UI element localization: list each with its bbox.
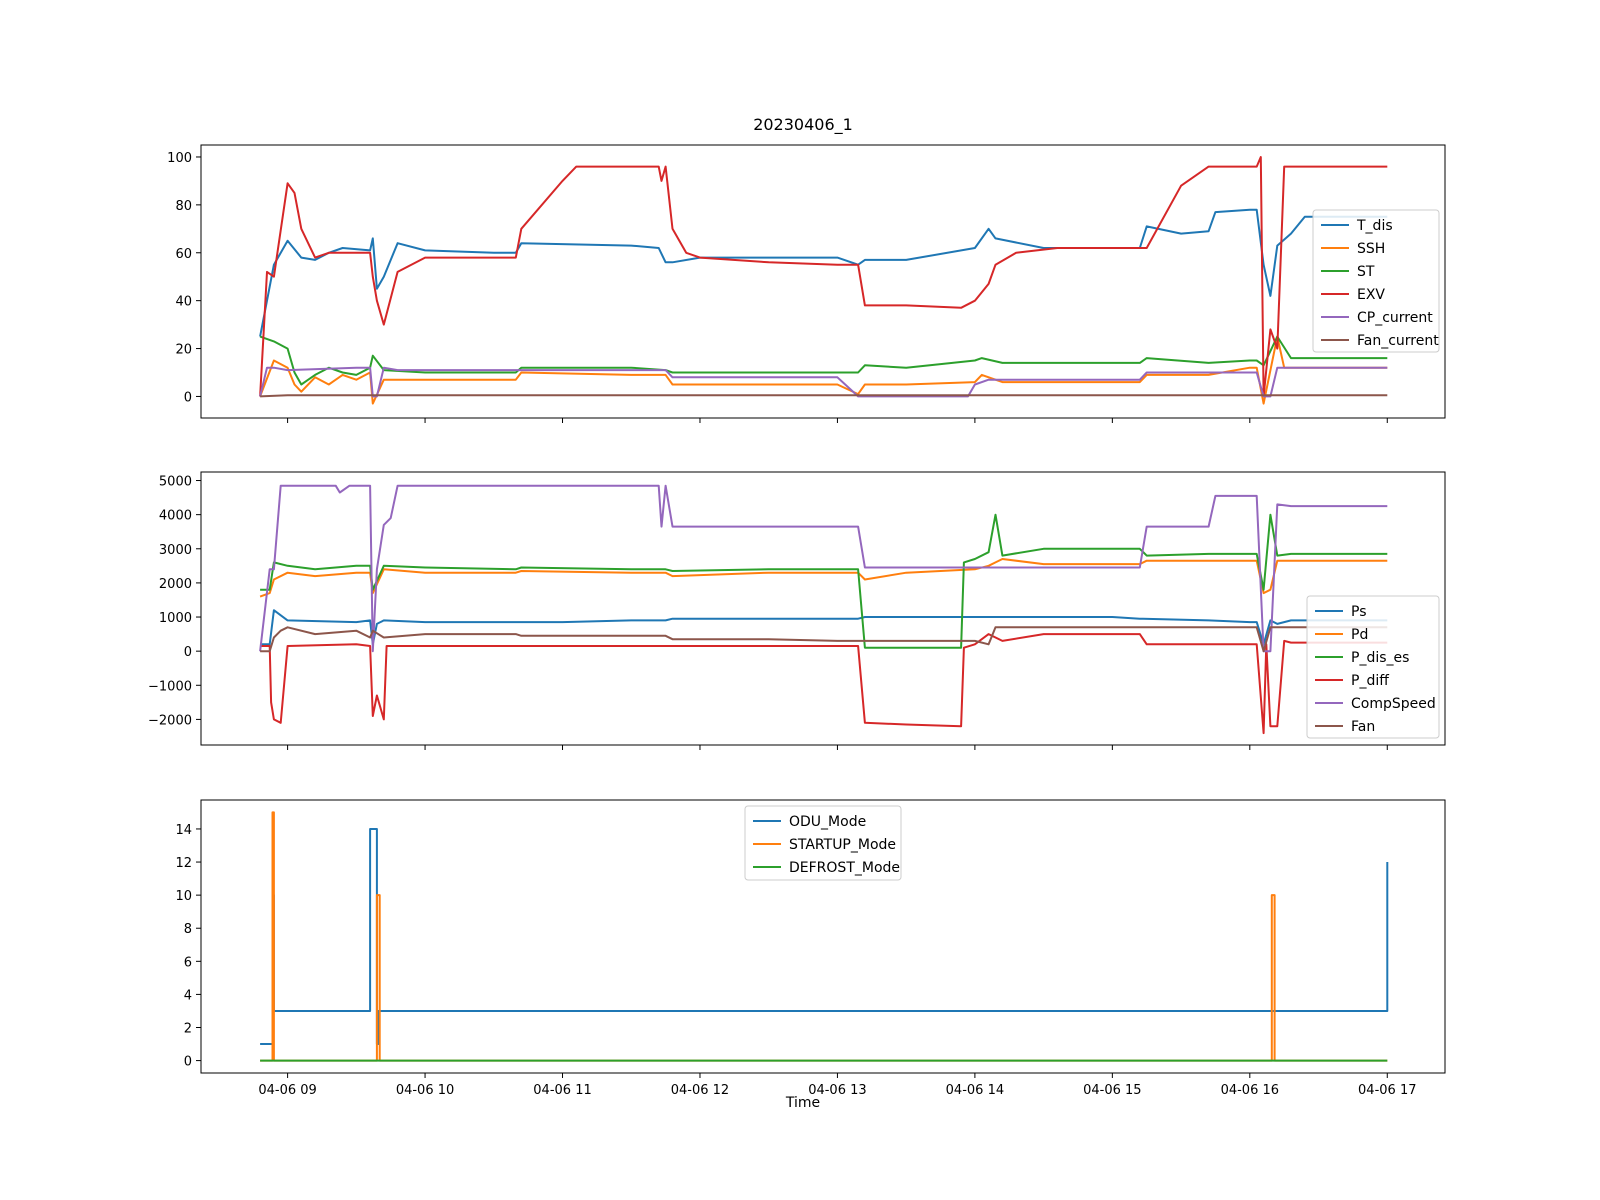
y-tick-label: 2 [184, 1022, 192, 1037]
series-line-t-dis [259, 208, 1388, 337]
legend-label: CP_current [1357, 310, 1433, 326]
y-tick-label: 8 [184, 922, 192, 937]
x-tick-label: 04-06 11 [533, 1083, 591, 1098]
y-tick-label: 80 [175, 199, 192, 214]
axes-frame [200, 471, 1446, 746]
series-line-startup-mode [260, 811, 1388, 1062]
x-tick-label: 04-06 17 [1358, 1083, 1416, 1098]
legend-label: Ps [1351, 604, 1367, 620]
y-tick-label: 4000 [159, 509, 192, 524]
series-line-cp-current [259, 366, 1388, 398]
y-tick-label: 3000 [159, 543, 192, 558]
legend-label: Fan [1351, 719, 1375, 735]
y-tick-label: 20 [175, 343, 192, 358]
series-line-fan [260, 626, 1388, 653]
y-tick-label: 12 [175, 856, 192, 871]
y-tick-label: 6 [184, 955, 192, 970]
x-tick-label: 04-06 14 [946, 1083, 1004, 1098]
x-tick-label: 04-06 16 [1221, 1083, 1279, 1098]
y-tick-label: 0 [184, 1055, 192, 1070]
y-tick-label: 10 [175, 889, 192, 904]
series-line-pd [259, 558, 1388, 598]
legend-label: Fan_current [1357, 333, 1439, 349]
x-tick-label: 04-06 15 [1083, 1083, 1141, 1098]
y-tick-label: 60 [175, 247, 192, 262]
legend-label: T_dis [1356, 218, 1393, 234]
legend-label: Pd [1351, 627, 1368, 643]
legend-label: DEFROST_Mode [789, 860, 900, 876]
chart-title: 20230406_1 [753, 115, 853, 135]
y-tick-label: 0 [184, 390, 192, 405]
x-tick-label: 04-06 09 [258, 1083, 316, 1098]
legend: ODU_Mode STARTUP_Mode DEFROST_Mode [744, 805, 902, 881]
legend: T_dis SSH ST EXV CP_current Fan_current [1312, 209, 1440, 353]
series-line-p-diff [260, 633, 1388, 735]
y-tick-label: 4 [184, 988, 192, 1003]
legend-label: SSH [1357, 241, 1385, 257]
series-line-ps [260, 609, 1388, 646]
axes-frame [200, 799, 1446, 1074]
legend-label: CompSpeed [1351, 696, 1436, 712]
x-tick-label: 04-06 13 [808, 1083, 866, 1098]
panel-modes: 0 2 4 6 8 10 12 14 04-06 09 04-06 10 04-06 11 04-06… [175, 799, 1446, 1098]
series-line-ssh [259, 335, 1388, 405]
x-axis-label: Time [785, 1095, 820, 1111]
y-tick-label: −2000 [148, 713, 192, 728]
series-line-exv [259, 156, 1388, 398]
y-tick-label: 0 [184, 645, 192, 660]
legend-label: P_dis_es [1351, 650, 1409, 666]
y-tick-label: 100 [167, 151, 192, 166]
series-line-compspeed [259, 484, 1388, 653]
legend-label: ODU_Mode [789, 814, 866, 830]
y-tick-label: 5000 [159, 475, 192, 490]
y-tick-label: 14 [175, 823, 192, 838]
legend-label: P_diff [1351, 673, 1389, 689]
legend-label: EXV [1357, 287, 1385, 303]
y-tick-label: 2000 [159, 577, 192, 592]
x-tick-label: 04-06 12 [671, 1083, 729, 1098]
legend-label: STARTUP_Mode [789, 837, 896, 853]
series-line-fan-current [260, 394, 1388, 398]
axes-frame [200, 144, 1446, 419]
y-tick-label: 40 [175, 295, 192, 310]
legend-label: ST [1357, 264, 1375, 280]
legend: Ps Pd P_dis_es P_diff CompSpeed Fan [1306, 595, 1440, 739]
panel-pressures: −2000 −1000 0 1000 2000 3000 4000 5000 Ps Pd P_dis… [148, 471, 1446, 750]
y-tick-label: −1000 [148, 679, 192, 694]
panel-temperatures: 0 20 40 60 80 100 T_dis SSH ST EXV CP_current Fan_c… [167, 144, 1446, 423]
x-tick-label: 04-06 10 [396, 1083, 454, 1098]
y-tick-label: 1000 [159, 611, 192, 626]
